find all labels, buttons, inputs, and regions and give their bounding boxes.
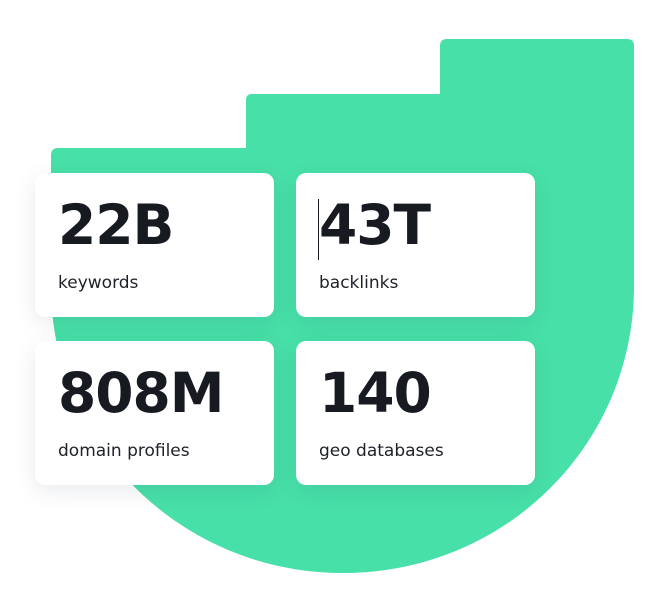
text-cursor bbox=[318, 199, 319, 260]
stat-label: backlinks bbox=[319, 273, 399, 293]
stat-label: domain profiles bbox=[58, 441, 190, 461]
stat-card-backlinks: 43T backlinks bbox=[296, 173, 535, 317]
stat-label: keywords bbox=[58, 273, 139, 293]
stat-card-domain-profiles: 808M domain profiles bbox=[35, 341, 274, 485]
stat-card-keywords: 22B keywords bbox=[35, 173, 274, 317]
stat-value: 140 bbox=[319, 361, 432, 425]
stat-card-geo-databases: 140 geo databases bbox=[296, 341, 535, 485]
stat-value: 43T bbox=[319, 193, 431, 257]
stat-label: geo databases bbox=[319, 441, 444, 461]
stat-value: 808M bbox=[58, 361, 225, 425]
stat-value: 22B bbox=[58, 193, 174, 257]
